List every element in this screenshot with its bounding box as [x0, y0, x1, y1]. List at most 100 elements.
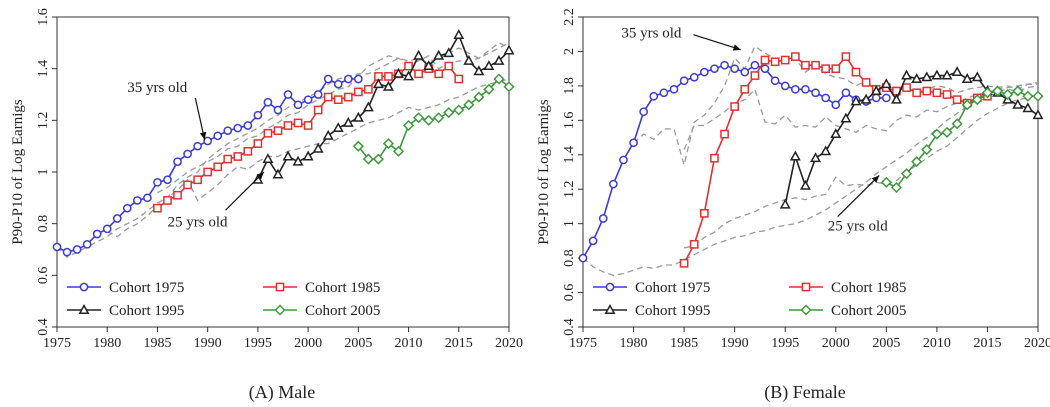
- data-point: [760, 64, 770, 74]
- y-tick-label: 1.6: [36, 8, 51, 26]
- data-point: [393, 67, 404, 78]
- data-point: [811, 88, 820, 98]
- data-point: [213, 131, 223, 141]
- y-axis-label: P90-P10 of Log Earnigs: [10, 99, 26, 245]
- data-point: [283, 121, 293, 130]
- data-point: [689, 239, 699, 249]
- data-point: [780, 81, 790, 91]
- annotation-label: 35 yrs old: [621, 26, 682, 42]
- y-axis-label: P90-P10 of Log Earnigs: [536, 99, 552, 245]
- y-tick-label: 1.4: [36, 60, 51, 78]
- data-point: [951, 118, 963, 130]
- data-point: [669, 84, 679, 94]
- data-point: [402, 119, 415, 132]
- y-tick-label: 1.8: [562, 77, 577, 95]
- x-tick-label: 1980: [620, 336, 648, 351]
- data-point: [253, 139, 263, 148]
- x-tick-label: 2020: [495, 336, 523, 351]
- reference-dashed-line: [683, 93, 1039, 249]
- data-point: [931, 128, 943, 140]
- x-tick-label: 1990: [721, 336, 749, 351]
- x-tick-label: 1990: [194, 336, 222, 351]
- data-point: [52, 242, 62, 252]
- data-point: [404, 61, 413, 71]
- data-point: [750, 60, 760, 70]
- legend-item: Cohort 1995: [67, 303, 184, 319]
- data-point: [243, 121, 253, 130]
- annotation-arrow: [225, 171, 265, 211]
- legend-label: Cohort 1975: [109, 280, 184, 296]
- data-point: [770, 57, 780, 67]
- data-point: [423, 114, 435, 126]
- data-point: [193, 175, 202, 185]
- data-point: [153, 203, 162, 213]
- data-point: [443, 107, 455, 119]
- data-point: [434, 69, 444, 79]
- series-line: [357, 77, 510, 160]
- data-point: [463, 54, 475, 65]
- x-tick-label: 2010: [395, 336, 423, 351]
- annotation-arrowhead: [871, 175, 880, 183]
- x-tick-label: 1985: [143, 336, 171, 351]
- data-point: [444, 61, 454, 71]
- data-point: [163, 196, 172, 205]
- data-point: [801, 84, 810, 94]
- data-point: [213, 162, 223, 172]
- data-point: [971, 71, 983, 82]
- data-point: [942, 90, 952, 99]
- data-point: [302, 150, 314, 161]
- data-point: [890, 181, 903, 194]
- panel-female-chart: 1975 1980 1985 1990 1995 2000 2005 2010 2015 2020…: [536, 8, 1050, 351]
- data-point: [639, 107, 649, 117]
- data-point: [372, 153, 384, 165]
- data-point: [303, 121, 313, 130]
- data-point: [921, 144, 933, 156]
- annotation-arrow: [693, 34, 741, 51]
- y-tick-label: 0.8: [562, 249, 577, 267]
- data-point: [861, 78, 871, 87]
- data-point: [679, 76, 689, 86]
- data-point: [901, 69, 913, 80]
- data-point: [831, 100, 841, 110]
- data-point: [384, 72, 393, 81]
- data-point: [62, 247, 72, 257]
- data-point: [223, 126, 233, 136]
- data-point: [880, 176, 892, 188]
- data-point: [454, 74, 464, 84]
- y-tick-label: 0.4: [562, 318, 577, 336]
- data-point: [900, 168, 913, 180]
- data-point: [911, 156, 923, 168]
- legend-label: Cohort 1975: [635, 280, 710, 296]
- data-point: [810, 152, 822, 163]
- data-point: [322, 129, 334, 140]
- data-point: [262, 153, 274, 164]
- data-point: [699, 67, 709, 77]
- data-point: [821, 93, 831, 103]
- data-point: [629, 138, 638, 148]
- x-tick-label: 2005: [344, 336, 372, 351]
- legend: Cohort 1975 Cohort 1985 Cohort 1995 Cohort …: [593, 280, 906, 319]
- reference-dashed-line: [582, 83, 1038, 276]
- x-tick-label: 2020: [1024, 336, 1050, 351]
- data-point: [619, 155, 628, 165]
- legend-swatch-marker: [604, 304, 616, 314]
- data-point: [951, 66, 963, 77]
- data-point: [740, 67, 750, 77]
- data-point: [483, 60, 495, 71]
- data-point: [870, 85, 882, 96]
- data-point: [730, 102, 740, 111]
- data-point: [433, 112, 445, 124]
- data-point: [362, 101, 374, 112]
- data-point: [860, 93, 872, 104]
- data-point: [102, 224, 112, 234]
- data-point: [779, 198, 791, 209]
- data-point: [403, 70, 415, 81]
- data-point: [453, 104, 465, 116]
- data-point: [473, 91, 485, 103]
- data-point: [173, 190, 182, 200]
- data-point: [790, 52, 800, 61]
- x-tick-label: 2000: [822, 336, 850, 351]
- data-point: [133, 196, 142, 205]
- legend-item: Cohort 1975: [67, 280, 184, 296]
- data-point: [413, 49, 425, 60]
